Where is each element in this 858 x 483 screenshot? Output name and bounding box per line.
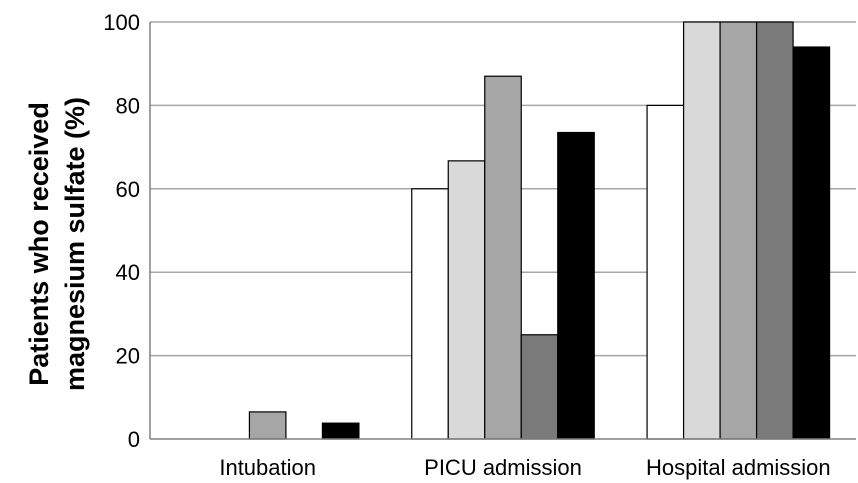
bar-hospital-admission-series-2 [682, 21, 721, 440]
y-tick-label-40: 40 [116, 260, 140, 285]
x-category-label-picu-admission: PICU admission [424, 455, 582, 480]
y-tick-label-100: 100 [103, 10, 140, 35]
y-axis-title-line-2: magnesium sulfate (%) [60, 97, 90, 391]
y-axis-title-line-1: Patients who received [24, 102, 54, 386]
axes [149, 22, 856, 440]
x-category-labels: Intubation PICU admission Hospital admissi… [219, 455, 830, 480]
bar-picu-admission-series-5 [557, 131, 595, 440]
bars [248, 21, 831, 440]
y-tick-label-20: 20 [116, 344, 140, 369]
x-category-label-intubation: Intubation [219, 455, 316, 480]
y-tick-label-80: 80 [116, 93, 140, 118]
bar-hospital-admission-series-1 [646, 104, 685, 440]
x-category-label-hospital-admission: Hospital admission [646, 455, 831, 480]
y-tick-labels: 0 20 40 60 80 100 [103, 10, 140, 452]
y-tick-label-60: 60 [116, 177, 140, 202]
bar-intubation-series-3 [248, 411, 287, 440]
bar-picu-admission-series-4 [520, 334, 559, 440]
bar-hospital-admission-series-4 [755, 21, 794, 440]
bar-picu-admission-series-3 [484, 75, 522, 440]
bar-hospital-admission-series-3 [719, 21, 758, 440]
y-tick-label-0: 0 [128, 427, 140, 452]
bar-intubation-series-5 [321, 422, 360, 440]
bar-picu-admission-series-2 [447, 160, 486, 440]
bar-picu-admission-series-1 [411, 188, 449, 440]
bar-hospital-admission-series-5 [792, 46, 831, 440]
